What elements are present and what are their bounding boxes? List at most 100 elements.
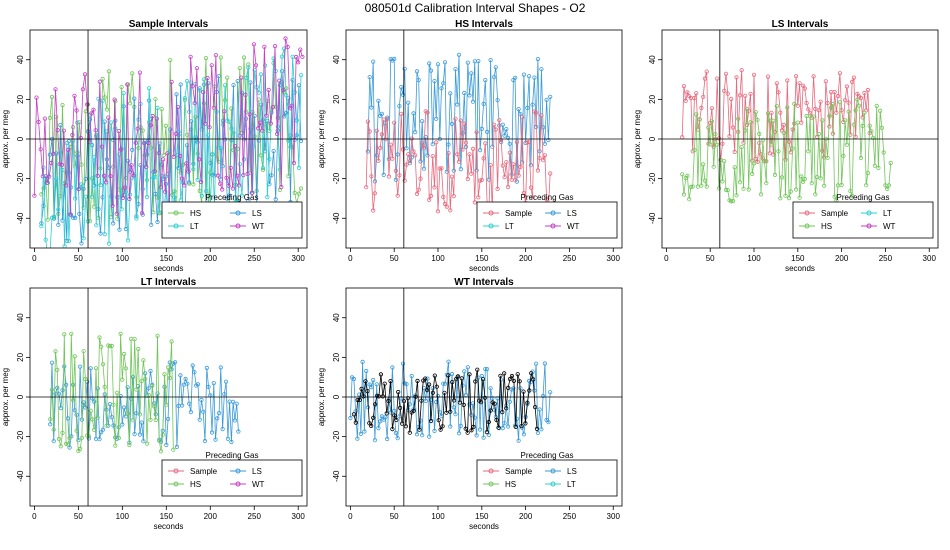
- data-point: [480, 377, 486, 382]
- data-point: [417, 427, 422, 432]
- data-point: [514, 139, 520, 145]
- data-point: [390, 365, 395, 370]
- data-point: [225, 75, 230, 80]
- data-point: [91, 107, 96, 112]
- data-point: [284, 110, 289, 116]
- data-point: [92, 155, 97, 160]
- data-point: [467, 372, 472, 377]
- data-point: [802, 86, 807, 91]
- data-point: [102, 95, 107, 100]
- data-point: [441, 381, 446, 386]
- legend-label-lt: LT: [883, 209, 892, 218]
- data-point: [180, 176, 185, 181]
- data-point: [392, 56, 397, 62]
- data-point: [498, 373, 503, 378]
- legend-marker-lt: [173, 223, 179, 229]
- data-point: [224, 379, 229, 384]
- data-point: [372, 438, 377, 443]
- data-point: [718, 157, 723, 162]
- data-point: [486, 432, 491, 437]
- data-point: [48, 253, 51, 256]
- data-point: [407, 161, 413, 166]
- data-point: [444, 169, 449, 174]
- data-point: [427, 434, 432, 439]
- x-tick-label: 100: [747, 254, 761, 263]
- data-point: [476, 195, 481, 200]
- data-point: [432, 79, 437, 84]
- data-point: [111, 137, 116, 143]
- data-point: [73, 196, 78, 201]
- data-point: [523, 421, 528, 426]
- data-point: [539, 427, 544, 432]
- data-point: [378, 372, 383, 377]
- data-point: [207, 125, 212, 130]
- data-point: [110, 203, 115, 208]
- data-point: [154, 116, 159, 121]
- data-point: [446, 142, 451, 147]
- data-point: [739, 145, 744, 150]
- data-point: [58, 123, 63, 128]
- data-point: [751, 161, 757, 166]
- data-point: [795, 103, 800, 108]
- data-point: [881, 150, 886, 155]
- data-point: [753, 110, 758, 115]
- data-point: [365, 119, 370, 124]
- data-point: [788, 189, 793, 194]
- data-point: [419, 398, 424, 403]
- data-point: [790, 127, 795, 132]
- data-point: [862, 110, 867, 115]
- data-point: [797, 81, 802, 86]
- data-point: [185, 381, 190, 386]
- data-point: [539, 67, 544, 72]
- data-point: [706, 125, 711, 130]
- data-point: [392, 413, 397, 418]
- data-point: [134, 216, 139, 221]
- data-point: [182, 96, 187, 101]
- data-point: [407, 158, 413, 164]
- data-point: [793, 187, 799, 192]
- data-point: [528, 379, 534, 385]
- legend-marker-wt: [235, 481, 241, 487]
- data-point: [79, 241, 84, 246]
- data-point: [111, 423, 116, 428]
- data-point: [125, 385, 130, 390]
- data-point: [456, 159, 462, 164]
- data-point: [507, 141, 512, 146]
- legend-marker-sample: [804, 210, 810, 216]
- data-point: [251, 42, 256, 47]
- data-point: [112, 97, 117, 102]
- data-point: [371, 377, 376, 383]
- data-point: [470, 146, 476, 151]
- data-point: [530, 195, 535, 200]
- data-point: [492, 401, 497, 406]
- data-point: [437, 166, 442, 171]
- data-point: [449, 371, 455, 377]
- data-point: [130, 147, 135, 152]
- data-point: [195, 151, 200, 156]
- data-point: [125, 238, 131, 243]
- data-point: [218, 181, 223, 186]
- data-point: [465, 430, 470, 435]
- data-point: [121, 91, 126, 96]
- y-tick-label: 40: [16, 55, 25, 64]
- data-point: [816, 108, 821, 113]
- data-point: [123, 185, 128, 190]
- legend-label-sample: Sample: [190, 467, 218, 476]
- data-point: [442, 390, 447, 395]
- data-point: [355, 397, 360, 403]
- data-point: [135, 126, 140, 131]
- data-point: [144, 195, 150, 200]
- data-point: [820, 118, 825, 123]
- data-point: [440, 424, 445, 429]
- data-point: [465, 365, 470, 370]
- data-point: [491, 75, 497, 80]
- data-point: [372, 191, 377, 196]
- data-point: [92, 399, 97, 404]
- data-point: [211, 105, 216, 110]
- data-point: [779, 175, 785, 180]
- data-point: [841, 153, 846, 158]
- x-tick-label: 100: [116, 512, 130, 521]
- x-tick-label: 300: [292, 512, 306, 521]
- legend-label-hs: HS: [190, 480, 201, 489]
